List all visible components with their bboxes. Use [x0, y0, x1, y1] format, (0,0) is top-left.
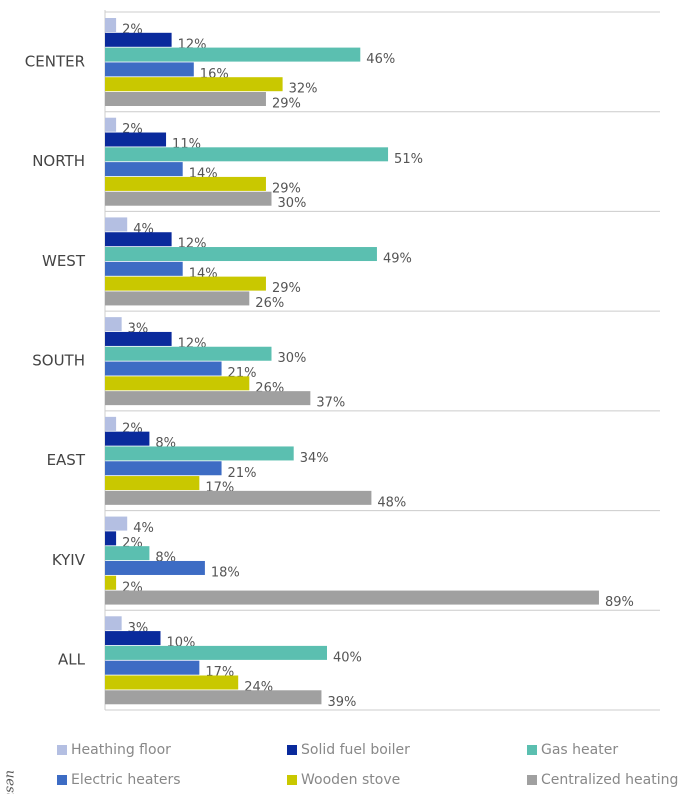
bar — [105, 117, 117, 132]
value-label: 34% — [300, 451, 329, 466]
bar — [105, 645, 327, 660]
legend-swatch — [57, 775, 67, 785]
bar — [105, 516, 128, 531]
bar — [105, 317, 122, 332]
bar — [105, 132, 167, 147]
category-label: CENTER — [25, 52, 85, 70]
bar — [105, 376, 250, 391]
bar — [105, 490, 372, 505]
bar — [105, 660, 200, 675]
bar — [105, 147, 389, 162]
value-label: 46% — [366, 52, 395, 67]
legend-label: Wooden stove — [301, 772, 400, 788]
bar — [105, 590, 599, 605]
bar — [105, 162, 183, 177]
bar — [105, 291, 250, 306]
bar — [105, 546, 150, 561]
bar — [105, 176, 266, 191]
side-note: uest. — [3, 770, 18, 794]
bar — [105, 631, 161, 646]
bar — [105, 461, 222, 476]
value-label: 29% — [272, 181, 301, 196]
value-label: 40% — [333, 650, 362, 665]
bar — [105, 690, 322, 705]
bar — [105, 62, 194, 77]
bar — [105, 217, 128, 232]
bar — [105, 261, 183, 276]
value-label: 39% — [327, 695, 356, 710]
category-label: KYIV — [52, 551, 86, 569]
legend-label: Solid fuel boiler — [301, 742, 410, 758]
legend-swatch — [287, 775, 297, 785]
legend-label: Centralized heating — [541, 772, 678, 788]
value-label: 29% — [272, 281, 301, 296]
bar — [105, 276, 266, 291]
value-label: 30% — [278, 196, 307, 211]
value-label: 49% — [383, 252, 412, 267]
category-label: WEST — [42, 252, 86, 270]
bar — [105, 361, 222, 376]
bar — [105, 560, 205, 575]
legend-swatch — [57, 745, 67, 755]
legend-swatch — [527, 775, 537, 785]
value-label: 48% — [377, 495, 406, 510]
bar — [105, 232, 172, 247]
bar — [105, 247, 377, 262]
legend-label: Electric heaters — [71, 772, 181, 788]
value-label: 21% — [228, 466, 257, 481]
bar — [105, 32, 172, 47]
category-label: ALL — [58, 651, 86, 669]
value-label: 18% — [211, 565, 240, 580]
bar — [105, 331, 172, 346]
bar — [105, 616, 122, 631]
bar — [105, 77, 283, 92]
bar — [105, 346, 272, 361]
bar — [105, 575, 117, 590]
bar — [105, 47, 361, 62]
value-label: 37% — [316, 396, 345, 411]
bar — [105, 92, 266, 106]
category-label: NORTH — [32, 152, 85, 170]
category-label: EAST — [47, 451, 86, 469]
value-label: 26% — [255, 296, 284, 311]
legend-label: Gas heater — [541, 742, 618, 758]
bar — [105, 18, 117, 32]
legend-swatch — [527, 745, 537, 755]
bar — [105, 675, 239, 690]
value-label: 29% — [272, 97, 301, 112]
bar — [105, 476, 200, 491]
value-label: 51% — [394, 152, 423, 167]
bar — [105, 416, 117, 431]
value-label: 89% — [605, 595, 634, 610]
bar — [105, 531, 117, 546]
bar — [105, 446, 294, 461]
bar — [105, 431, 150, 446]
legend-swatch — [287, 745, 297, 755]
value-label: 4% — [133, 521, 154, 536]
value-label: 32% — [289, 82, 318, 97]
bar — [105, 391, 311, 406]
value-label: 30% — [278, 351, 307, 366]
bar — [105, 191, 272, 206]
legend-label: Heathing floor — [71, 742, 171, 758]
category-label: SOUTH — [32, 352, 85, 370]
